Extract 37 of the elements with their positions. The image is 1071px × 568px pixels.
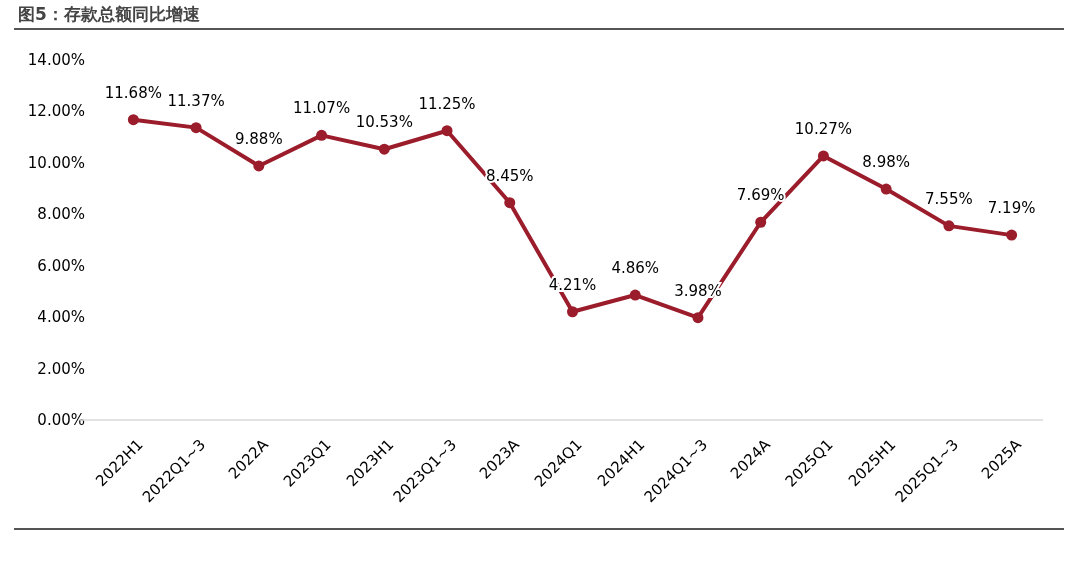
y-tick-label: 4.00% [37,308,85,327]
data-label: 11.07% [292,99,351,118]
point [692,312,704,324]
y-tick-label: 14.00% [27,51,85,69]
data-label: 11.37% [167,91,225,110]
y-tick-label: 0.00% [37,411,85,429]
data-label: 8.98% [862,153,910,172]
point [1006,229,1018,241]
point [378,143,390,155]
y-tick-label: 12.00% [27,102,85,121]
data-label: 7.69% [736,186,785,205]
point [567,306,578,318]
point [127,114,139,126]
point [943,220,955,232]
data-label: 7.19% [987,199,1036,218]
data-label: 11.68% [104,83,162,102]
point [316,129,328,141]
point [755,216,767,228]
y-tick-label: 10.00% [27,153,85,172]
data-label: 10.53% [355,113,413,132]
y-tick-label: 6.00% [37,256,85,275]
point [817,150,829,162]
y-tick-label: 2.00% [37,359,85,378]
data-label: 7.55% [925,189,973,208]
point [190,122,202,134]
point [629,289,641,301]
data-label: 8.45% [485,166,534,185]
point [504,197,516,209]
data-label: 10.27% [794,119,853,138]
point [253,160,265,172]
data-label: 9.88% [235,129,283,148]
point [880,183,892,195]
y-tick-label: 8.00% [37,205,85,224]
data-label: 11.25% [418,94,476,113]
point [441,125,453,137]
data-label: 4.86% [611,259,660,278]
chart-title: 图5：存款总额同比增速 [18,4,200,24]
